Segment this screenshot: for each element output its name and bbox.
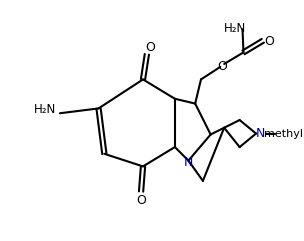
Text: N: N [184, 156, 193, 169]
Text: N: N [256, 127, 266, 140]
Text: H₂N: H₂N [34, 103, 57, 116]
Text: O: O [217, 60, 227, 73]
Text: H₂N: H₂N [224, 22, 246, 35]
Text: methyl: methyl [264, 128, 302, 139]
Text: O: O [136, 194, 146, 207]
Text: O: O [145, 41, 155, 54]
Text: O: O [265, 35, 275, 48]
